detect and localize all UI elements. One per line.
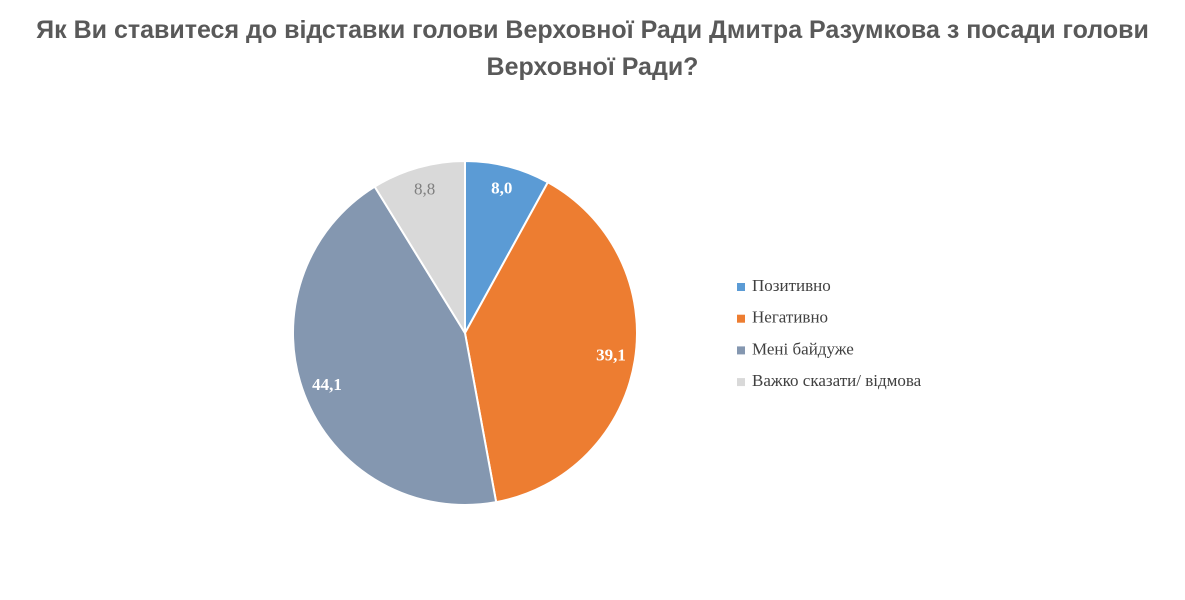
legend-label: Мені байдуже [752,339,854,358]
data-label: 8,0 [491,179,512,198]
legend-marker [737,314,745,323]
legend-label: Негативно [752,308,828,327]
legend-marker [737,346,745,355]
pie-slice [463,180,639,504]
legend-label: Позитивно [752,276,831,295]
data-label: 8,8 [414,180,435,199]
legend-label: Важко сказати/ відмова [752,371,922,390]
data-label: 39,1 [596,346,626,365]
data-label: 44,1 [312,375,342,394]
pie-slice [373,159,466,337]
chart-title: Як Ви ставитеся до відставки голови Верх… [36,16,1149,81]
legend-marker [737,378,745,387]
pie-slice [292,185,498,506]
legend-marker [737,283,745,291]
